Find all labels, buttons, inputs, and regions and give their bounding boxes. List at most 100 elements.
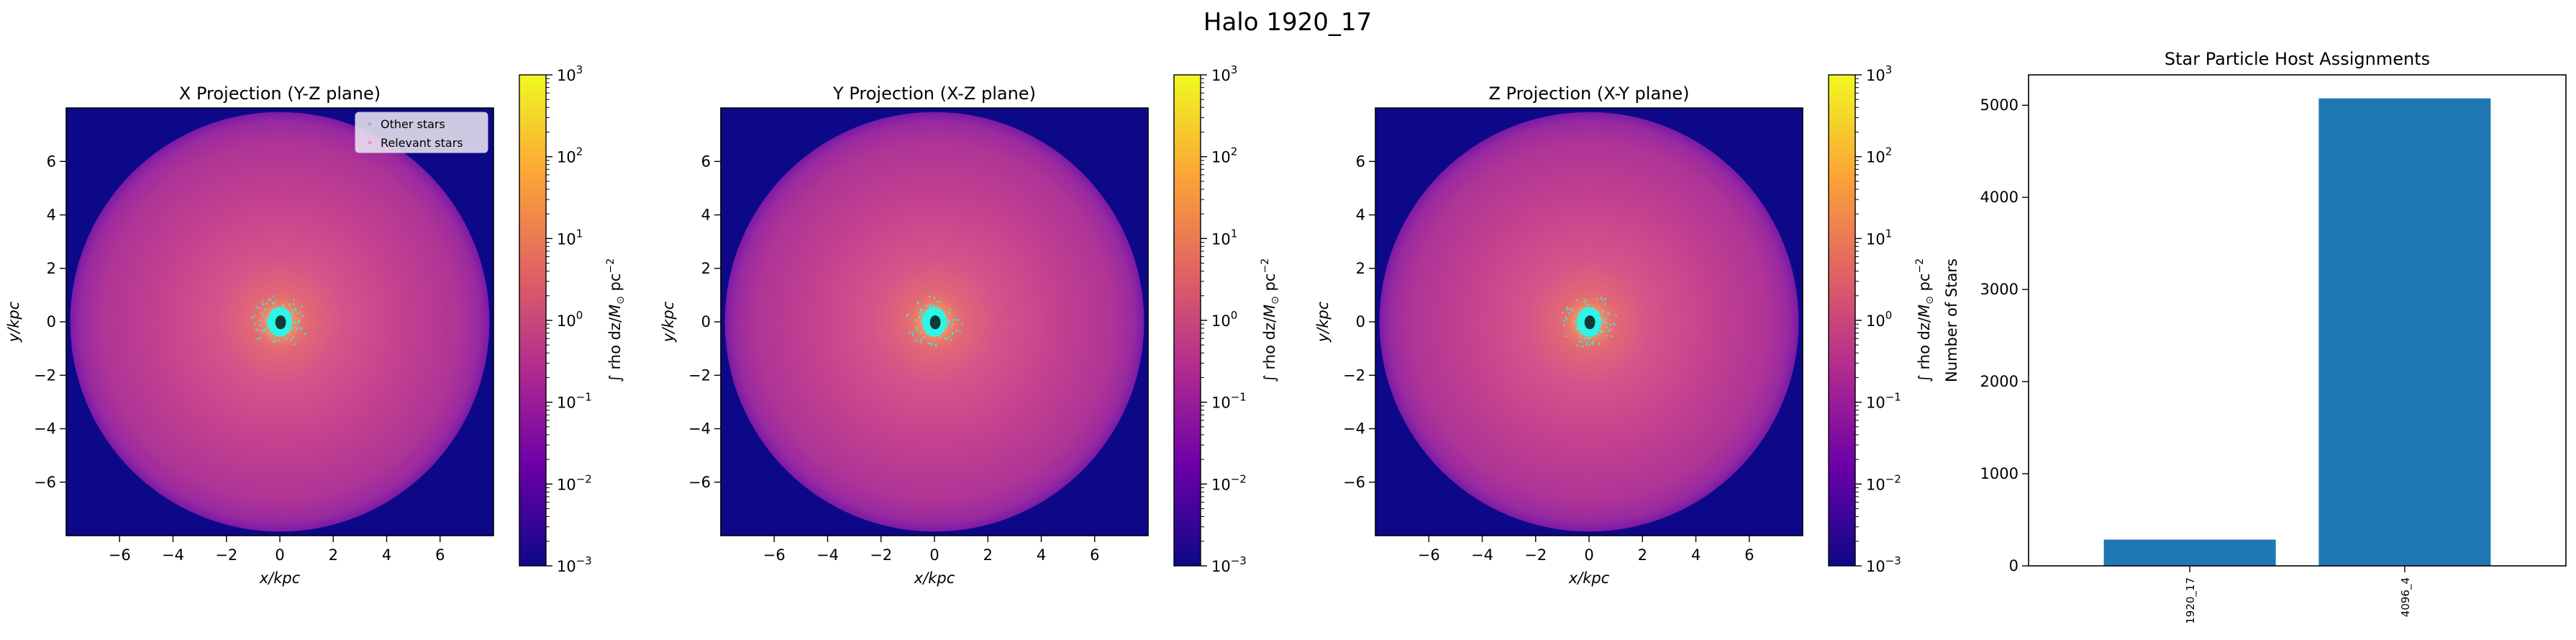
star-point	[268, 299, 270, 302]
legend: Other stars Relevant stars	[355, 112, 488, 153]
star-point	[1565, 307, 1568, 310]
star-point	[911, 331, 914, 334]
star-point	[262, 329, 265, 332]
y-tick-label: 2	[1356, 260, 1365, 277]
projection-panel-2: Y Projection (X-Z plane) −6 −4 −2 0 2 4 6 6 4 2 0 −2…	[660, 63, 1281, 587]
star-point	[1561, 312, 1564, 314]
star-point	[1601, 330, 1603, 333]
star-point	[948, 335, 950, 338]
star-point	[297, 321, 300, 324]
star-point	[282, 304, 285, 307]
x-axis-label: x/kpc	[1568, 569, 1610, 587]
y-tick-label: 2	[701, 260, 711, 277]
star-point	[1607, 330, 1610, 333]
x-tick-label: −4	[162, 546, 184, 564]
star-point	[261, 331, 263, 334]
star-point	[257, 338, 259, 340]
star-point	[949, 308, 952, 311]
star-point	[934, 345, 937, 348]
colorbar-tick-label: 102	[1211, 145, 1237, 166]
colorbar-tick-label: 100	[1866, 309, 1892, 330]
legend-box	[355, 112, 488, 153]
axes-frame	[2028, 74, 2567, 567]
x-tick-label: 6	[1090, 546, 1099, 564]
star-point	[950, 338, 952, 341]
star-point	[947, 320, 950, 323]
star-point	[271, 341, 274, 343]
star-point	[1606, 326, 1608, 329]
star-point	[299, 327, 301, 330]
star-point	[948, 312, 950, 315]
y-tick-label: 2000	[1980, 373, 2019, 390]
x-tick-label: 4096_4	[2399, 577, 2413, 617]
legend-marker-relevant	[368, 140, 372, 145]
star-point	[294, 307, 297, 310]
star-point	[1605, 334, 1608, 337]
star-point	[1601, 299, 1603, 302]
colorbar-tick-label: 102	[1866, 145, 1892, 166]
colorbar-tick-label: 103	[1211, 63, 1237, 84]
star-point	[266, 333, 269, 335]
star-point	[301, 315, 304, 317]
star-point	[1586, 341, 1589, 344]
star-point	[1604, 317, 1607, 320]
star-point	[919, 338, 922, 341]
star-point	[1596, 297, 1598, 300]
star-point	[1580, 341, 1583, 343]
star-point	[915, 329, 918, 332]
host-stars-center	[1584, 315, 1596, 330]
y-axis-label: y/kpc	[1314, 301, 1332, 343]
x-tick-label: −4	[816, 546, 839, 564]
star-point	[1578, 333, 1581, 335]
x-tick-label: −2	[1524, 546, 1547, 564]
x-tick-label: −6	[1418, 546, 1440, 564]
star-point	[927, 342, 930, 345]
star-point	[928, 306, 931, 309]
star-point	[914, 339, 916, 341]
star-point	[1604, 298, 1606, 301]
star-point	[261, 300, 263, 303]
colorbar-tick-label: 10−1	[1211, 391, 1247, 412]
star-point	[909, 331, 911, 334]
y-tick-label: 2	[47, 260, 56, 277]
star-point	[293, 335, 295, 338]
star-point	[1587, 303, 1590, 306]
star-point	[920, 320, 923, 323]
star-point	[1575, 299, 1578, 302]
star-point	[291, 328, 293, 330]
star-point	[1578, 341, 1581, 343]
star-point	[925, 305, 928, 307]
colorbar-tick-label: 10−3	[557, 554, 592, 575]
colorbar-tick-label: 10−2	[1866, 472, 1901, 493]
y-tick-label: 6	[1356, 153, 1365, 170]
projection-panel-3: Z Projection (X-Y plane) −6 −4 −2 0 2 4 6 6 4 2 0 −2…	[1314, 63, 1936, 587]
x-tick-label: 0	[275, 546, 284, 564]
star-point	[939, 300, 942, 303]
legend-marker-other	[368, 122, 372, 126]
y-axis-label: y/kpc	[660, 301, 677, 343]
star-point	[1580, 336, 1582, 338]
star-point	[930, 343, 933, 346]
x-tick-label: 2	[1638, 546, 1647, 564]
star-point	[950, 324, 952, 327]
star-point	[921, 310, 924, 312]
colorbar-tick-label: 101	[1211, 227, 1237, 248]
star-point	[933, 297, 936, 299]
star-point	[952, 319, 954, 321]
star-point	[1600, 297, 1603, 299]
star-point	[911, 334, 914, 337]
star-point	[919, 310, 921, 312]
x-tick-label: −2	[215, 546, 237, 564]
star-point	[269, 335, 271, 338]
star-point	[258, 329, 260, 332]
star-point	[1562, 320, 1565, 323]
star-point	[1590, 336, 1592, 339]
star-point	[1597, 333, 1600, 336]
star-point	[918, 316, 921, 318]
x-tick-label: −2	[870, 546, 892, 564]
star-point	[293, 343, 296, 346]
y-tick-label: 6	[47, 153, 56, 170]
star-point	[919, 331, 921, 333]
star-point	[254, 323, 257, 325]
